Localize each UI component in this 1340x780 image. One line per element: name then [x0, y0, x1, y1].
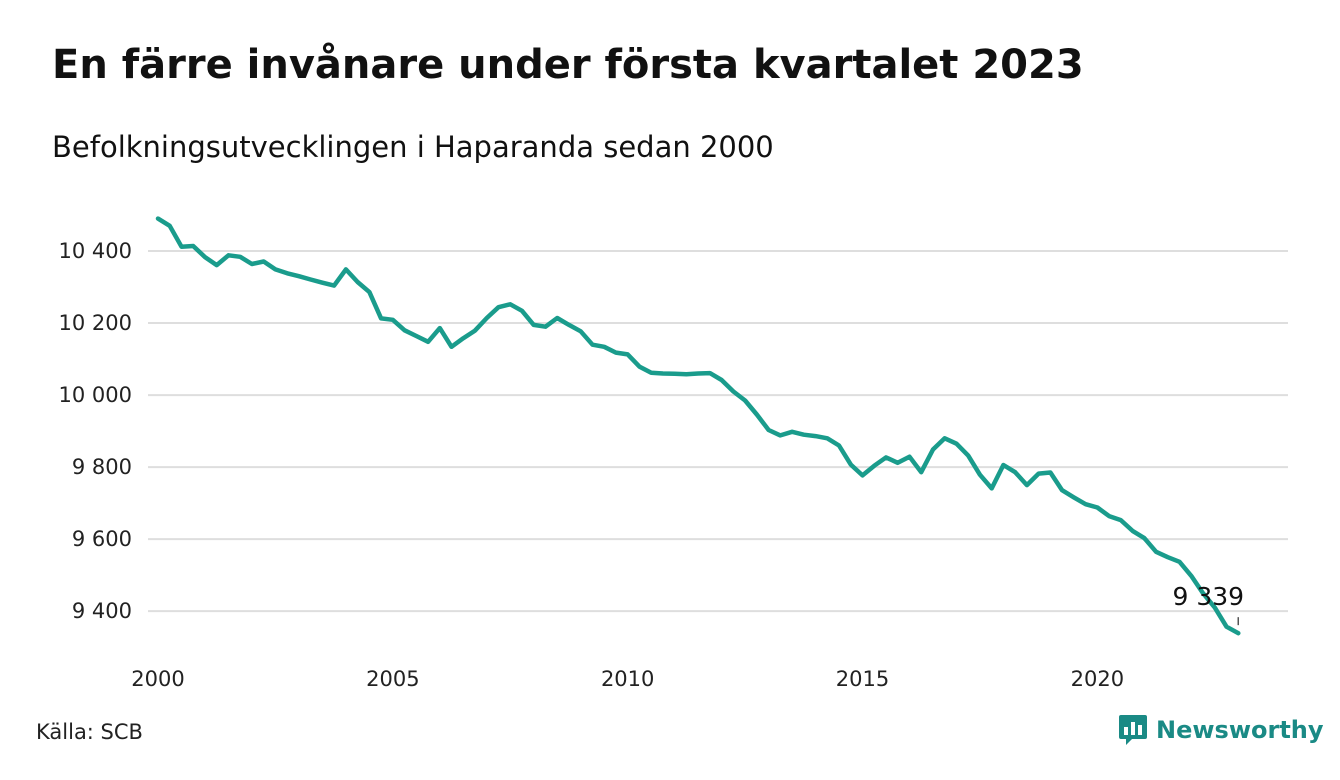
y-tick-label: 10 200: [59, 311, 132, 335]
x-tick-label: 2020: [1071, 667, 1124, 691]
gridlines: [148, 250, 1288, 613]
y-tick-label: 9 600: [72, 527, 132, 551]
source-label: Källa: SCB: [36, 720, 143, 744]
chart-subtitle: Befolkningsutvecklingen i Haparanda seda…: [52, 130, 774, 164]
y-tick-label: 10 400: [59, 239, 132, 263]
newsworthy-logo-icon: [1119, 715, 1147, 745]
x-tick-label: 2015: [836, 667, 889, 691]
y-axis-ticks: 9 400 9 600 9 800 10 000 10 200 10 400: [59, 239, 132, 623]
x-tick-label: 2005: [366, 667, 419, 691]
annotation-label: 9 339: [1172, 582, 1244, 611]
last-value-annotation: 9 339: [1172, 582, 1244, 626]
x-axis-ticks: 2000 2005 2010 2015 2020: [131, 667, 1124, 691]
chart-title: En färre invånare under första kvartalet…: [52, 42, 1084, 88]
x-tick-label: 2010: [601, 667, 654, 691]
y-tick-label: 10 000: [59, 383, 132, 407]
y-tick-label: 9 800: [72, 455, 132, 479]
series-line: [155, 216, 1241, 636]
y-tick-label: 9 400: [72, 599, 132, 623]
brand-name: Newsworthy: [1156, 716, 1324, 744]
x-tick-label: 2000: [131, 667, 184, 691]
brand-logo: Newsworthy: [1118, 713, 1324, 747]
